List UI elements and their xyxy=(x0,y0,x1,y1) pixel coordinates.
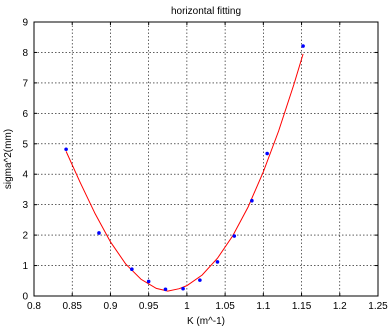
data-point xyxy=(301,44,305,48)
y-tick-label: 5 xyxy=(22,139,28,150)
y-tick-label: 2 xyxy=(22,231,28,242)
data-point xyxy=(198,278,202,282)
chart-title: horizontal fitting xyxy=(171,6,241,17)
data-point xyxy=(163,287,168,292)
y-tick-label: 7 xyxy=(22,78,28,89)
data-point xyxy=(130,267,134,272)
data-point xyxy=(232,234,237,238)
y-tick-label: 6 xyxy=(22,109,28,120)
series-layer xyxy=(64,44,305,292)
tick-layer: 0.8 0.85 0.9 0.95 1 1.05 1.1 1.15 1.2 1.25 0 1 2 3 4 5 6… xyxy=(22,18,388,313)
data-point xyxy=(265,151,269,156)
x-tick-label: 0.8 xyxy=(27,301,41,312)
x-tick-label: 1 xyxy=(184,301,190,312)
x-tick-label: 0.95 xyxy=(139,301,159,312)
x-axis-label: K (m^-1) xyxy=(187,316,225,327)
y-tick-label: 8 xyxy=(22,48,28,59)
x-tick-label: 0.9 xyxy=(103,301,117,312)
plot-border xyxy=(33,21,379,297)
y-axis-label: sigma^2(mm) xyxy=(3,129,14,189)
x-tick-label: 1.05 xyxy=(215,301,235,312)
x-tick-label: 0.85 xyxy=(62,301,82,312)
y-tick-label: 9 xyxy=(22,18,28,29)
data-point xyxy=(250,198,254,203)
data-point xyxy=(97,231,101,235)
x-tick-label: 1.15 xyxy=(292,301,312,312)
plot-area xyxy=(34,22,378,296)
x-tick-label: 1.1 xyxy=(256,301,270,312)
data-point xyxy=(181,286,185,291)
x-tick-label: 1.2 xyxy=(333,301,347,312)
x-tick-label: 1.25 xyxy=(368,301,388,312)
data-point xyxy=(146,279,151,284)
y-tick-label: 4 xyxy=(22,170,28,181)
data-point xyxy=(215,260,220,264)
data-point xyxy=(64,147,68,152)
y-tick-label: 0 xyxy=(22,292,28,303)
grid-layer xyxy=(34,22,378,296)
y-tick-label: 3 xyxy=(22,200,28,211)
y-tick-label: 1 xyxy=(22,261,28,272)
